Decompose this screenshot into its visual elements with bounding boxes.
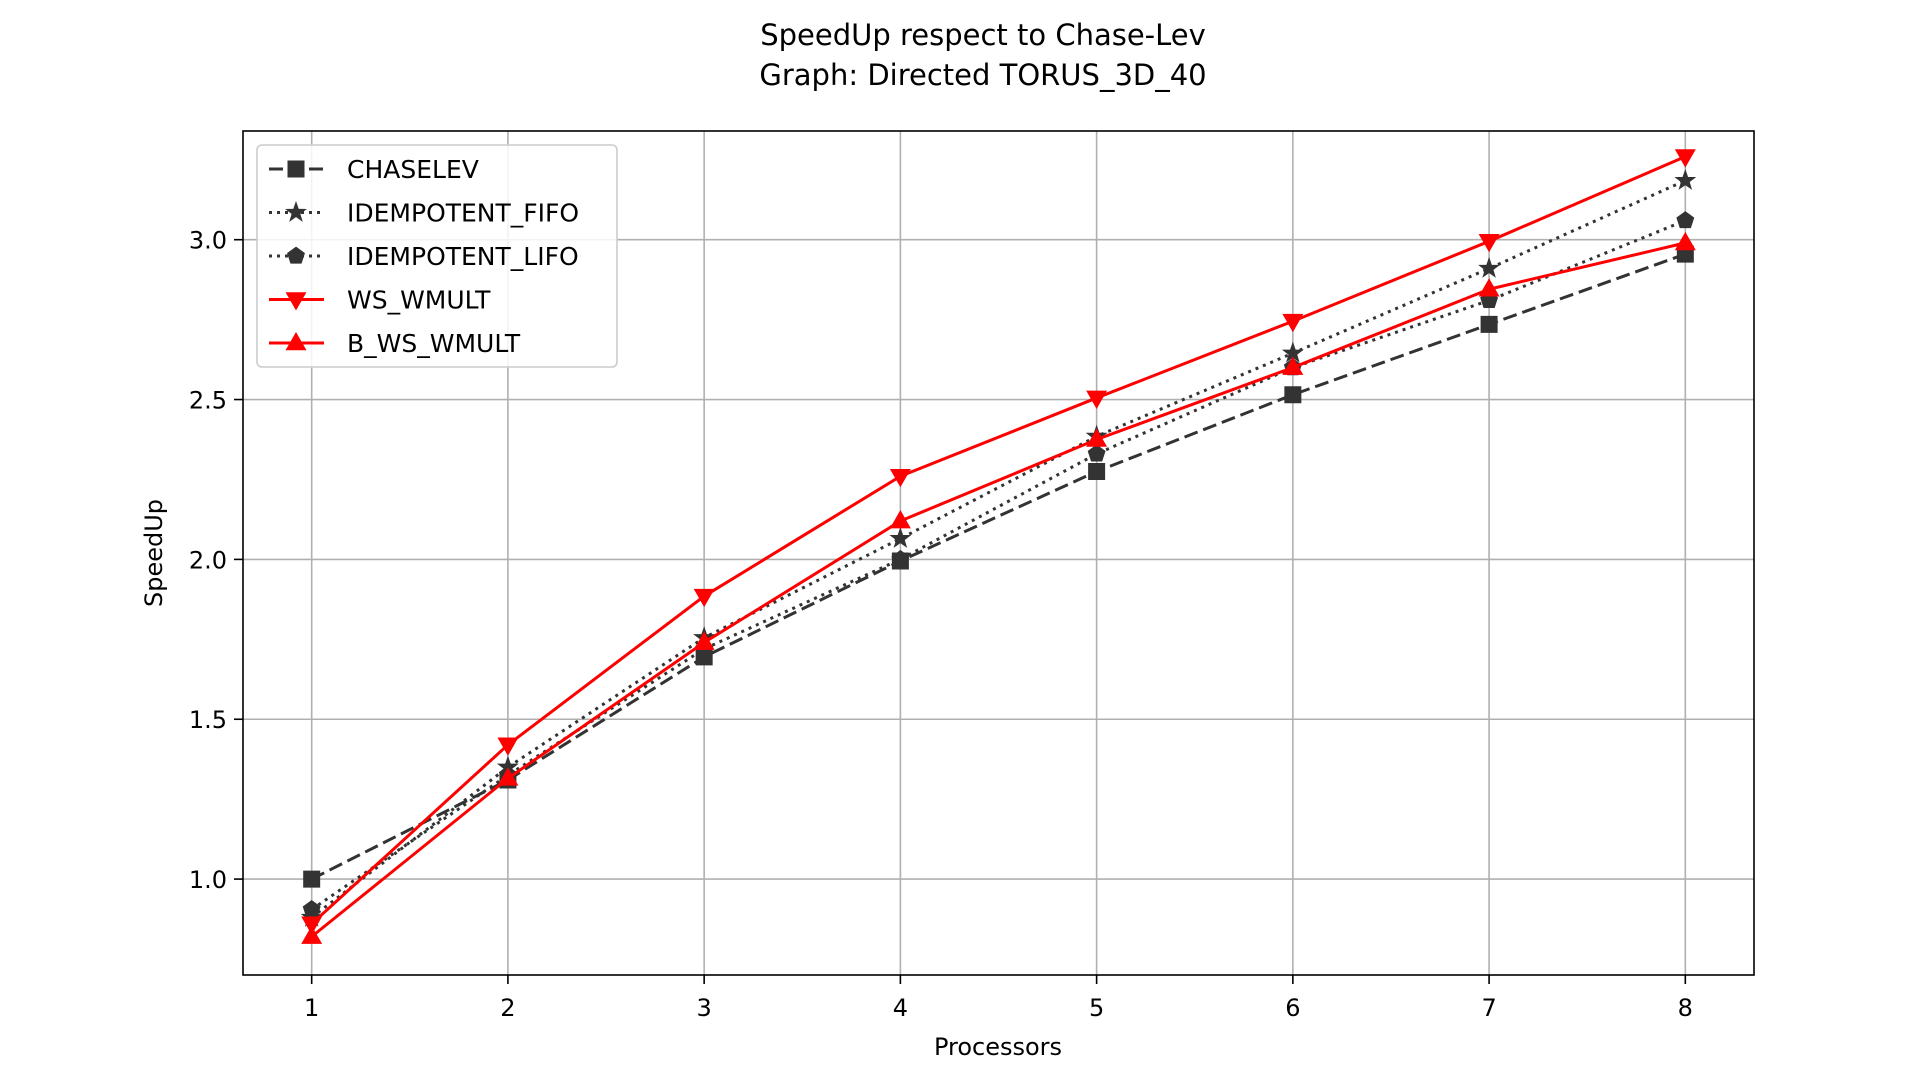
- data-point: [693, 631, 715, 650]
- legend-item: WS_WMULT: [269, 286, 491, 315]
- x-tick-label: 3: [697, 994, 712, 1022]
- series-line: [310, 155, 1686, 925]
- x-tick-label: 7: [1481, 994, 1496, 1022]
- data-point: [497, 737, 519, 756]
- data-point: [693, 588, 715, 608]
- x-tick-label: 1: [304, 994, 319, 1022]
- legend-item: B_WS_WMULT: [269, 329, 521, 358]
- legend-item: CHASELEV: [269, 155, 479, 184]
- series-ws-wmult: [301, 149, 1696, 935]
- legend: CHASELEV IDEMPOTENT_FIFO IDEMPOTENT_LIFO WS…: [256, 144, 618, 368]
- data-point: [1478, 256, 1501, 278]
- legend-item: IDEMPOTENT_LIFO: [269, 242, 579, 271]
- y-tick-label: 3.0: [189, 227, 227, 255]
- data-point: [497, 767, 519, 786]
- legend-label: WS_WMULT: [347, 286, 491, 315]
- data-point: [1284, 386, 1302, 404]
- data-point: [1088, 462, 1106, 480]
- x-tick-label: 4: [893, 994, 908, 1022]
- x-tick-label: 6: [1285, 994, 1300, 1022]
- legend-label: IDEMPOTENT_LIFO: [347, 242, 579, 271]
- data-point: [302, 900, 321, 918]
- data-point: [1478, 278, 1500, 297]
- data-point: [891, 549, 910, 568]
- data-point: [889, 468, 911, 488]
- x-tick-label: 2: [500, 994, 515, 1022]
- data-point: [1478, 233, 1500, 253]
- plot-area-frame: [242, 130, 1755, 976]
- x-tick-label: 5: [1089, 994, 1104, 1022]
- legend-label: B_WS_WMULT: [347, 329, 521, 358]
- grid: [243, 131, 1754, 975]
- series-line: [311, 252, 1686, 881]
- data-point: [1674, 169, 1697, 190]
- y-tick-label: 2.0: [189, 546, 227, 574]
- y-tick-label: 2.5: [189, 387, 227, 415]
- chart-title: SpeedUp respect to Chase-Lev: [760, 18, 1206, 52]
- ticks: 1 2 3 4 5 6 7 8 1.0 1.5 2.0 2.5 3.0: [189, 227, 1693, 1022]
- chart-subtitle: Graph: Directed TORUS_3D_40: [759, 58, 1206, 92]
- data-point: [1086, 390, 1108, 409]
- data-point: [1676, 211, 1695, 229]
- series-line: [310, 179, 1686, 919]
- legend-item: IDEMPOTENT_FIFO: [269, 199, 579, 228]
- legend-box: [256, 144, 618, 368]
- y-tick-label: 1.5: [189, 706, 227, 734]
- series-line: [310, 219, 1686, 911]
- y-tick-label: 1.0: [189, 866, 227, 894]
- data-point: [301, 916, 323, 935]
- series-layer: [300, 149, 1697, 944]
- legend-marker: [285, 331, 307, 351]
- legend-marker: [287, 246, 305, 264]
- data-point: [303, 870, 321, 888]
- data-point: [1674, 231, 1696, 251]
- series-b-ws-wmult: [301, 231, 1696, 944]
- legend-marker: [287, 160, 305, 178]
- legend-marker: [285, 200, 307, 222]
- data-point: [1282, 313, 1304, 333]
- y-axis-label: SpeedUp: [140, 499, 168, 607]
- x-tick-label: 8: [1678, 994, 1693, 1022]
- data-point: [1480, 315, 1498, 333]
- x-axis-label: Processors: [934, 1033, 1062, 1061]
- data-point: [1086, 428, 1108, 447]
- series-line: [310, 241, 1686, 938]
- legend-label: CHASELEV: [347, 155, 479, 184]
- data-point: [889, 510, 911, 529]
- legend-label: IDEMPOTENT_FIFO: [347, 199, 579, 228]
- data-point: [301, 925, 323, 944]
- data-point: [889, 527, 912, 548]
- data-point: [1282, 356, 1304, 375]
- data-point: [1087, 444, 1106, 462]
- legend-marker: [285, 292, 307, 311]
- data-point: [1674, 149, 1696, 168]
